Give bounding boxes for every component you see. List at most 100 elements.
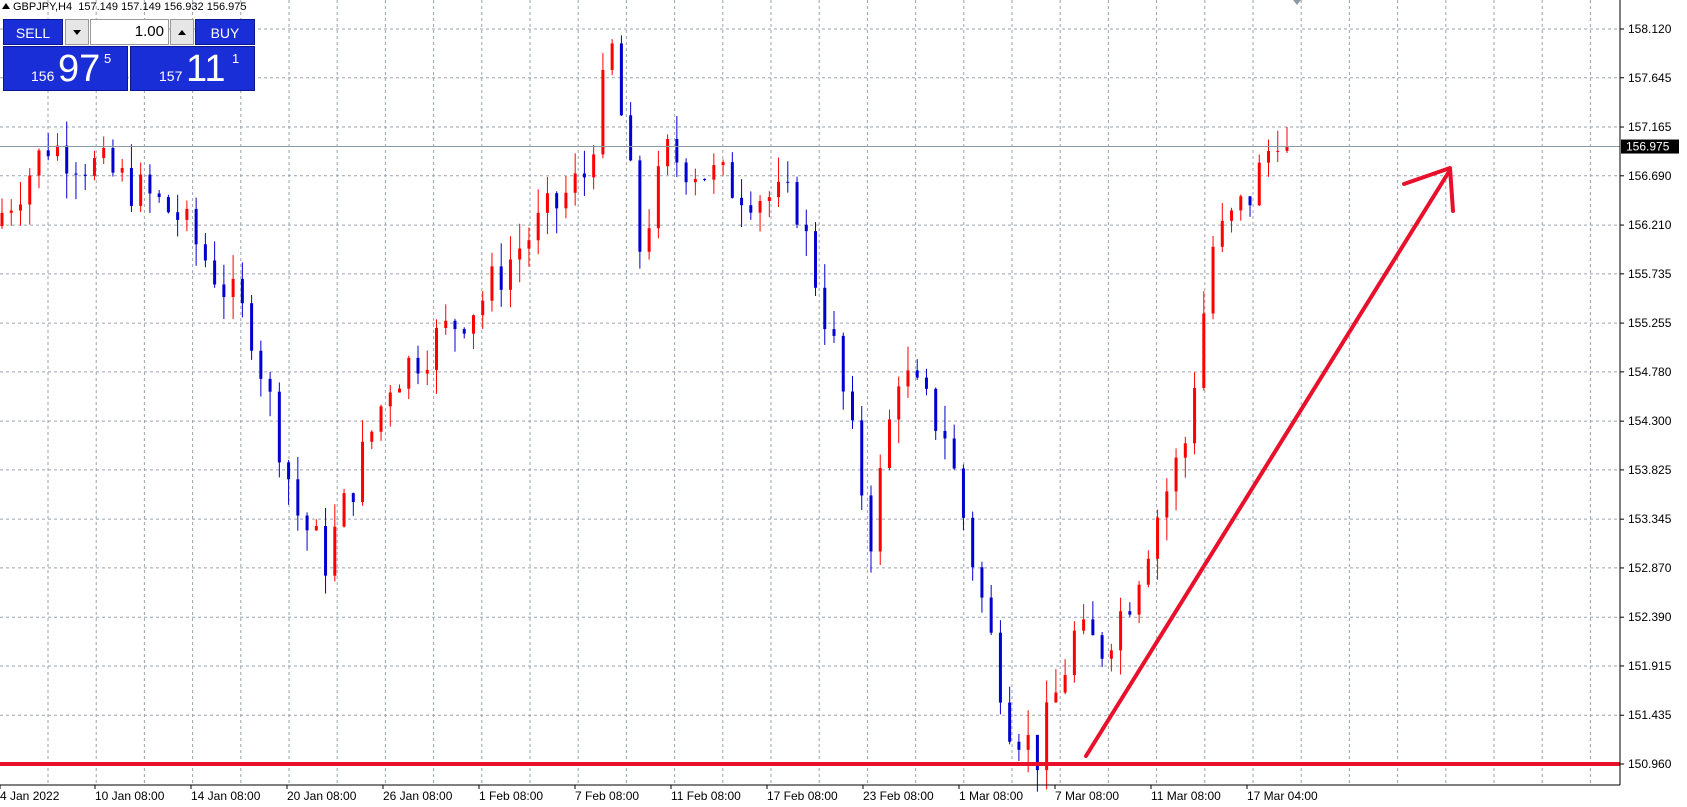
candle-bull xyxy=(28,175,32,205)
candle-bear xyxy=(749,205,753,213)
candle-bear xyxy=(638,160,642,252)
candle-bull xyxy=(139,174,143,206)
candle-bear xyxy=(250,303,254,351)
volume-increase-button[interactable] xyxy=(170,19,194,45)
chart-header: GBPJPY,H4 157.149 157.149 156.932 156.97… xyxy=(2,1,246,13)
volume-input[interactable]: 1.00 xyxy=(90,19,169,45)
candle-bull xyxy=(647,228,651,252)
candle-bear xyxy=(675,138,679,163)
price-label: 151.915 xyxy=(1628,659,1672,673)
sell-price-prefix: 156 xyxy=(31,68,55,84)
price-label: 153.345 xyxy=(1628,512,1672,526)
candle-bear xyxy=(952,438,956,469)
candle-bull xyxy=(906,370,910,387)
candle-bull xyxy=(361,441,365,503)
candle-bear xyxy=(166,197,170,213)
candle-bull xyxy=(425,369,429,374)
price-label: 158.120 xyxy=(1628,22,1672,36)
candle-bear xyxy=(296,479,300,516)
candle-bear xyxy=(324,526,328,576)
open-price: 157.149 xyxy=(78,1,118,13)
time-label: 4 Jan 2022 xyxy=(0,789,60,803)
candle-bull xyxy=(1045,702,1049,771)
candle-bull xyxy=(120,168,124,173)
candle-bull xyxy=(231,278,235,298)
candle-bear xyxy=(499,266,503,290)
candle-bull xyxy=(1054,692,1058,703)
candle-bear xyxy=(619,43,623,116)
volume-decrease-button[interactable] xyxy=(65,19,89,45)
candles xyxy=(0,35,1289,792)
candle-bull xyxy=(333,526,337,576)
candle-bull xyxy=(601,69,605,155)
candle-bull xyxy=(1202,313,1206,388)
candle-bull xyxy=(1276,150,1280,152)
candle-bear xyxy=(416,357,420,374)
candle-bear xyxy=(111,147,115,173)
arrow-head xyxy=(1402,166,1455,213)
candle-bull xyxy=(9,210,13,213)
candle-bear xyxy=(786,181,790,183)
candle-bear xyxy=(924,377,928,389)
buy-price-box[interactable]: 157 11 1 xyxy=(130,46,255,91)
candle-bull xyxy=(1072,630,1076,676)
candle-bull xyxy=(102,147,106,159)
candle-bull xyxy=(37,150,41,176)
candle-bull xyxy=(434,327,438,370)
bid-price-label: 156.975 xyxy=(1626,140,1670,154)
price-label: 153.825 xyxy=(1628,463,1672,477)
trend-arrow xyxy=(1084,0,1455,758)
buy-button[interactable]: BUY xyxy=(195,19,255,45)
price-axis: 158.120 157.645 157.165 156.690 156.210 155.7… xyxy=(1619,0,1672,785)
candle-bull xyxy=(1183,443,1187,458)
chevron-down-icon xyxy=(73,30,81,35)
candle-bear xyxy=(989,597,993,633)
price-label: 156.210 xyxy=(1628,218,1672,232)
candle-bull xyxy=(388,392,392,407)
time-label: 7 Feb 08:00 xyxy=(575,789,639,803)
candle-bear xyxy=(351,493,355,503)
time-label: 14 Jan 08:00 xyxy=(191,789,261,803)
candle-bull xyxy=(471,315,475,334)
candle-bear xyxy=(730,162,734,198)
collapse-icon[interactable] xyxy=(2,3,10,9)
candle-bear xyxy=(259,350,263,379)
candle-bear xyxy=(74,173,78,175)
sell-button[interactable]: SELL xyxy=(3,19,63,45)
candle-bear xyxy=(194,208,198,245)
candle-bull xyxy=(693,178,697,183)
candle-bull xyxy=(518,248,522,260)
candle-bull xyxy=(592,154,596,178)
time-label: 1 Mar 08:00 xyxy=(959,789,1023,803)
bid-line: 156.975 xyxy=(0,139,1679,154)
candle-bear xyxy=(823,287,827,330)
candle-bull xyxy=(1267,150,1271,163)
buy-price-point: 1 xyxy=(232,51,240,66)
candle-bull xyxy=(508,259,512,290)
candle-bull xyxy=(1165,491,1169,518)
candle-bear xyxy=(795,182,799,225)
candle-bull xyxy=(1156,517,1160,559)
candle-bull xyxy=(481,300,485,316)
candle-bull xyxy=(1193,387,1197,444)
candle-bear xyxy=(1100,635,1104,659)
candle-bear xyxy=(65,145,69,174)
candle-bear xyxy=(980,567,984,598)
candle-bear xyxy=(998,632,1002,703)
chevron-up-icon xyxy=(178,30,186,35)
candle-bull xyxy=(1063,675,1067,693)
candle-bear xyxy=(222,284,226,298)
candle-bull xyxy=(1211,246,1215,314)
candle-bear xyxy=(240,278,244,304)
trend-line xyxy=(1084,168,1452,758)
candle-bear xyxy=(1017,741,1021,750)
sell-price-box[interactable]: 156 97 5 xyxy=(3,46,128,91)
candle-bear xyxy=(804,224,808,232)
candle-bear xyxy=(453,320,457,330)
high-price: 157.149 xyxy=(121,1,161,13)
candle-bear xyxy=(943,430,947,439)
sell-price-point: 5 xyxy=(104,51,112,66)
candle-bull xyxy=(656,166,660,229)
candle-bull xyxy=(536,212,540,241)
